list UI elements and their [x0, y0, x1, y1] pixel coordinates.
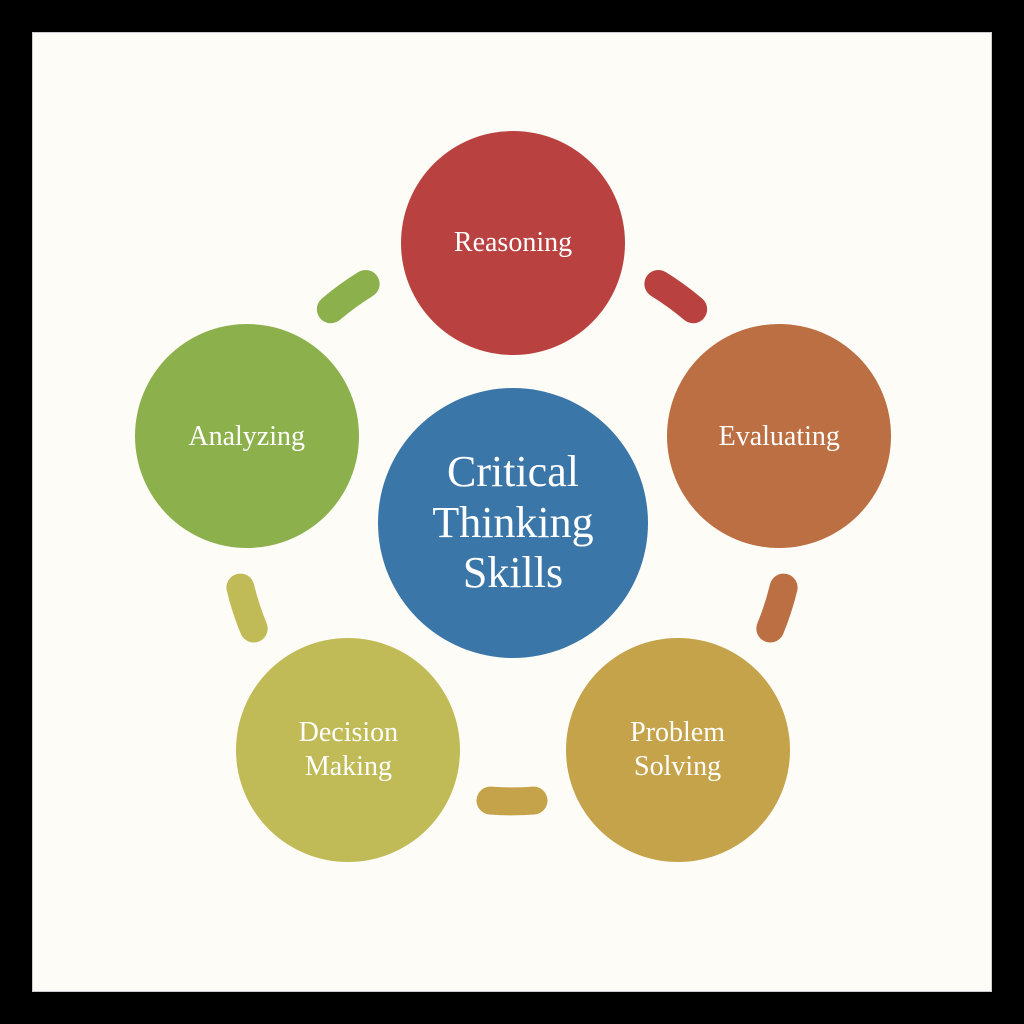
center-node: CriticalThinkingSkills	[378, 388, 648, 658]
skill-node-label: DecisionMaking	[299, 716, 399, 783]
skill-label-line1: Reasoning	[454, 227, 572, 258]
skill-label-line1: Evaluating	[719, 421, 840, 452]
skill-node-label: ProblemSolving	[630, 716, 725, 783]
skill-node-label: Analyzing	[188, 420, 305, 454]
skill-node: Reasoning	[401, 131, 625, 355]
skill-label-line1: Decision	[299, 717, 399, 748]
skill-node: DecisionMaking	[236, 638, 460, 862]
skill-label-line1: Problem	[630, 717, 725, 748]
skill-node: Evaluating	[667, 324, 891, 548]
center-label-line1: Critical	[447, 447, 579, 496]
center-label-line2: Thinking	[432, 498, 593, 547]
diagram-canvas: CriticalThinkingSkills Reasoning Evaluatin…	[32, 32, 992, 992]
skill-label-line2: Solving	[634, 751, 721, 782]
radial-diagram: CriticalThinkingSkills Reasoning Evaluatin…	[33, 33, 991, 991]
center-label: CriticalThinkingSkills	[432, 447, 593, 599]
skill-node-label: Reasoning	[454, 226, 572, 260]
skill-node-label: Evaluating	[719, 420, 840, 454]
skill-label-line2: Making	[305, 751, 392, 782]
skill-node: ProblemSolving	[566, 638, 790, 862]
skill-node: Analyzing	[135, 324, 359, 548]
skill-label-line1: Analyzing	[188, 421, 305, 452]
center-label-line3: Skills	[463, 548, 563, 597]
